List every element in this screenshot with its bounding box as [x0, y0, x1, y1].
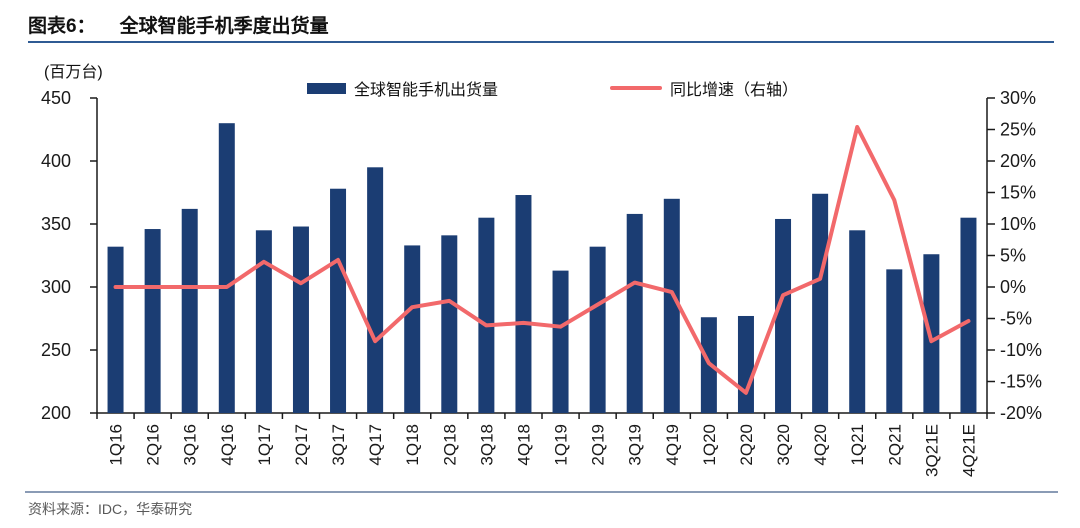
x-axis-category-label: 2Q20	[737, 424, 756, 466]
right-axis-tick-label: -15%	[1000, 372, 1042, 392]
x-axis-category-label: 1Q19	[552, 424, 571, 466]
y-axis-unit-label: (百万台)	[44, 64, 103, 81]
x-axis-category-label: 1Q18	[403, 424, 422, 466]
x-axis-category-label: 3Q20	[774, 424, 793, 466]
right-axis-tick-label: 25%	[1000, 120, 1036, 140]
x-axis-category-label: 4Q18	[514, 424, 533, 466]
footer-divider	[25, 491, 1058, 493]
x-axis-category-label: 1Q20	[700, 424, 719, 466]
bar-4Q17	[367, 167, 384, 413]
left-axis-tick-label: 350	[41, 214, 71, 234]
bar-legend-swatch	[307, 82, 346, 94]
figure-tag: 图表6：	[28, 16, 96, 37]
legend-item-shipments: 全球智能手机出货量	[307, 76, 498, 100]
bar-2Q21	[886, 269, 903, 413]
x-axis-category-label: 3Q18	[477, 424, 496, 466]
x-axis-category-label: 2Q16	[144, 424, 163, 466]
right-axis-tick-label: 5%	[1000, 246, 1026, 266]
right-axis-tick-label: 15%	[1000, 183, 1036, 203]
x-axis-category-label: 4Q17	[366, 424, 385, 466]
bar-4Q20	[812, 193, 829, 413]
right-axis-tick-label: 0%	[1000, 277, 1026, 297]
bar-4Q18	[515, 195, 532, 413]
x-axis-category-label: 2Q21	[885, 424, 904, 466]
right-axis-tick-label: 20%	[1000, 151, 1036, 171]
x-axis-category-label: 2Q17	[292, 424, 311, 466]
left-axis-tick-label: 200	[41, 403, 71, 423]
x-axis-category-label: 1Q16	[107, 424, 126, 466]
bar-1Q17	[255, 230, 272, 413]
bar-3Q18	[478, 217, 495, 413]
x-axis-category-label: 4Q19	[663, 424, 682, 466]
x-axis-category-label: 3Q19	[626, 424, 645, 466]
bar-2Q18	[441, 235, 458, 413]
x-axis-category-label: 4Q20	[811, 424, 830, 466]
header-divider	[28, 41, 1054, 43]
yoy-growth-line	[113, 124, 971, 395]
bar-3Q20	[775, 218, 792, 413]
left-axis-tick-label: 450	[41, 88, 71, 108]
bar-3Q17	[330, 188, 347, 413]
bar-1Q16	[107, 246, 124, 413]
figure-title: 全球智能手机季度出货量	[119, 16, 329, 37]
x-axis-category-label: 3Q16	[181, 424, 200, 466]
bar-2Q20	[737, 315, 754, 413]
chart-legend: 全球智能手机出货量 同比增速（右轴）	[0, 76, 1080, 99]
right-axis-tick-label: -5%	[1000, 309, 1032, 329]
bar-1Q19	[552, 270, 569, 413]
legend-item-yoy: 同比增速（右轴）	[610, 76, 798, 100]
bar-4Q16	[218, 123, 235, 413]
x-axis-category-label: 4Q21E	[959, 424, 978, 477]
x-axis-category-label: 1Q17	[255, 424, 274, 466]
x-axis-category-label: 2Q18	[440, 424, 459, 466]
legend-label-yoy: 同比增速（右轴）	[670, 82, 799, 99]
right-axis-tick-label: 10%	[1000, 214, 1036, 234]
x-axis-category-label: 4Q16	[218, 424, 237, 466]
right-axis-tick-label: 30%	[1000, 88, 1036, 108]
bar-4Q21E	[960, 217, 977, 413]
left-axis-tick-label: 250	[41, 340, 71, 360]
right-axis-tick-label: -10%	[1000, 340, 1042, 360]
bar-3Q19	[626, 213, 643, 413]
bar-2Q19	[589, 246, 606, 413]
x-axis-category-label: 3Q17	[329, 424, 348, 466]
line-legend-swatch	[610, 86, 662, 90]
x-axis-category-label: 2Q19	[589, 424, 608, 466]
bar-2Q16	[144, 229, 161, 413]
bar-2Q17	[292, 226, 309, 413]
right-axis-tick-label: -20%	[1000, 403, 1042, 423]
bar-3Q16	[181, 208, 198, 413]
bar-1Q21	[849, 230, 866, 413]
source-text: 资料来源：IDC，华泰研究	[28, 501, 193, 517]
figure-header: 图表6： 全球智能手机季度出货量	[28, 11, 329, 38]
legend-label-shipments: 全球智能手机出货量	[354, 82, 499, 99]
bar-4Q19	[663, 198, 680, 413]
x-axis-category-label: 1Q21	[848, 424, 867, 466]
left-axis-tick-label: 300	[41, 277, 71, 297]
x-axis-category-label: 3Q21E	[922, 424, 941, 477]
bar-1Q18	[404, 245, 421, 413]
left-axis-tick-label: 400	[41, 151, 71, 171]
